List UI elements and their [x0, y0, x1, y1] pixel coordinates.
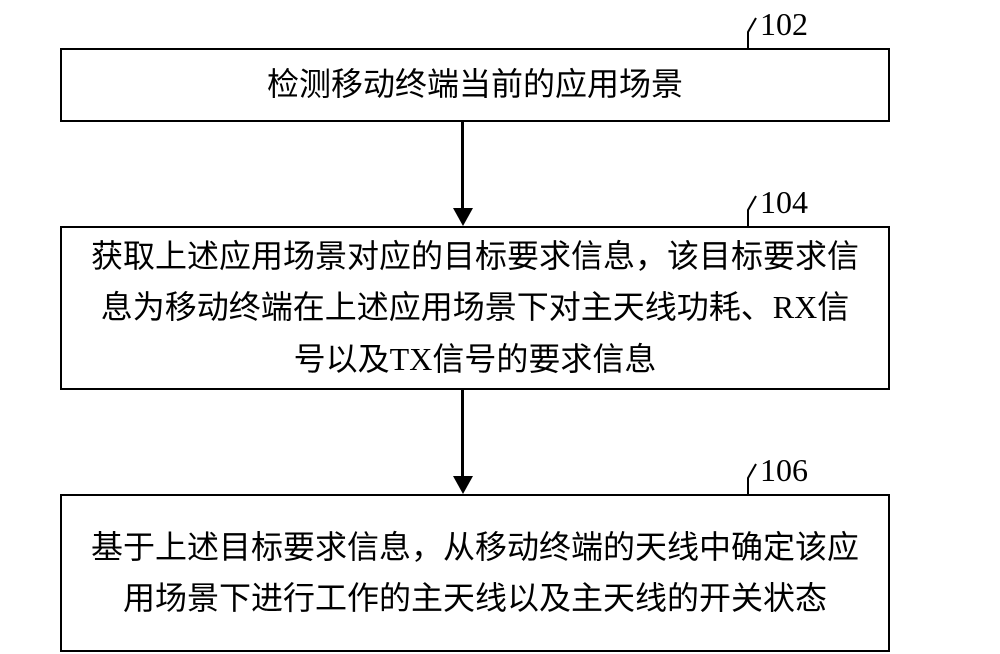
flowchart-container: 检测移动终端当前的应用场景 102 获取上述应用场景对应的目标要求信息，该目标要…: [0, 0, 1000, 654]
box-3-text: 基于上述目标要求信息，从移动终端的天线中确定该应用场景下进行工作的主天线以及主天…: [86, 522, 864, 624]
box-1-text: 检测移动终端当前的应用场景: [267, 59, 683, 110]
box-2-label: 104: [760, 184, 808, 221]
arrow-1: [461, 122, 464, 208]
box-3-label: 106: [760, 452, 808, 489]
arrow-2: [461, 390, 464, 476]
flowchart-box-1: 检测移动终端当前的应用场景: [60, 48, 890, 122]
box-2-text: 获取上述应用场景对应的目标要求信息，该目标要求信息为移动终端在上述应用场景下对主…: [86, 231, 864, 385]
box-1-label: 102: [760, 6, 808, 43]
flowchart-box-3: 基于上述目标要求信息，从移动终端的天线中确定该应用场景下进行工作的主天线以及主天…: [60, 494, 890, 652]
flowchart-box-2: 获取上述应用场景对应的目标要求信息，该目标要求信息为移动终端在上述应用场景下对主…: [60, 226, 890, 390]
